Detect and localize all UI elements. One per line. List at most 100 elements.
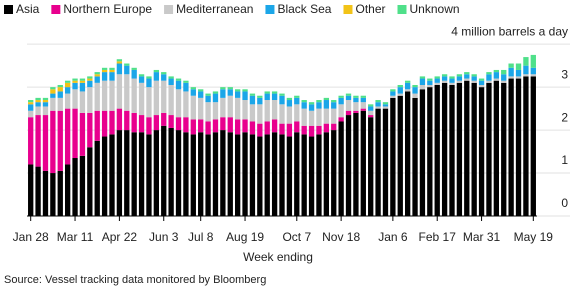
- bar-segment: [124, 63, 130, 66]
- bar-segment: [183, 80, 189, 83]
- bar-segment: [493, 80, 500, 217]
- bar-segment: [168, 76, 174, 79]
- bar-segment: [79, 112, 86, 156]
- bar-segment: [508, 78, 514, 216]
- bar-segment: [94, 140, 100, 216]
- bar-segment: [419, 78, 426, 85]
- bar-segment: [353, 112, 359, 216]
- bar-segment: [205, 121, 211, 135]
- bar-segment: [508, 76, 514, 79]
- bar-segment: [249, 121, 256, 135]
- bar-segment: [493, 72, 500, 79]
- bar-segment: [338, 104, 344, 118]
- bar-segment: [116, 61, 123, 64]
- bar-segment: [57, 110, 63, 171]
- bar-segment: [441, 82, 448, 216]
- bar-segment: [478, 80, 485, 85]
- bar-segment: [198, 91, 204, 98]
- bar-segment: [264, 93, 270, 101]
- bar-segment: [493, 69, 500, 73]
- bar-segment: [515, 69, 522, 77]
- bar-segment: [515, 76, 522, 79]
- bar-segment: [205, 134, 211, 216]
- bar-segment: [183, 91, 189, 118]
- bar-segment: [183, 132, 189, 216]
- bar-segment: [101, 72, 108, 81]
- bar-segment: [190, 89, 196, 96]
- bar-segment: [205, 93, 211, 96]
- bar-segment: [101, 136, 108, 216]
- bar-segment: [397, 93, 403, 96]
- bar-segment: [530, 76, 536, 216]
- bar-segment: [220, 89, 226, 98]
- bar-segment: [124, 74, 130, 111]
- bar-segment: [368, 104, 374, 107]
- x-tick-label: Oct 7: [282, 230, 311, 244]
- bar-segment: [515, 63, 522, 70]
- bar-segment: [153, 80, 160, 116]
- bar-segment: [478, 78, 485, 81]
- bar-segment: [286, 123, 293, 137]
- bar-segment: [227, 117, 233, 133]
- bar-segment: [331, 102, 337, 109]
- bar-segment: [486, 82, 492, 216]
- bar-segment: [412, 87, 418, 94]
- bar-segment: [153, 69, 160, 73]
- bar-segment: [382, 108, 389, 216]
- bar-segment: [360, 110, 366, 216]
- bar-segment: [286, 106, 293, 124]
- bar-segment: [168, 127, 174, 216]
- bar-segment: [441, 80, 448, 83]
- bar-segment: [316, 125, 322, 135]
- bar-segment: [375, 108, 381, 216]
- bar-segment: [64, 82, 71, 88]
- bar-segment: [456, 74, 463, 77]
- bar-segment: [382, 106, 389, 109]
- bar-segment: [72, 82, 78, 90]
- bar-segment: [316, 100, 322, 103]
- bar-segment: [205, 95, 211, 103]
- bar-segment: [101, 80, 108, 111]
- bar-segment: [79, 82, 86, 92]
- bar-segment: [212, 132, 219, 216]
- bar-segment: [87, 78, 93, 81]
- bar-segment: [161, 74, 167, 81]
- bar-segment: [57, 170, 63, 216]
- x-tick-label: Jul 8: [188, 230, 214, 244]
- bar-segment: [360, 95, 366, 98]
- bar-segment: [72, 108, 78, 159]
- bar-segment: [368, 110, 374, 116]
- bar-segment: [301, 100, 307, 103]
- legend-label: Other: [355, 2, 385, 16]
- bar-segment: [419, 76, 426, 79]
- x-tick-label: Feb 17: [419, 230, 457, 244]
- bar-segment: [87, 87, 93, 113]
- bar-segment: [50, 97, 56, 111]
- bar-segment: [109, 80, 115, 111]
- bar-segment: [530, 67, 536, 75]
- bar-segment: [286, 97, 293, 101]
- bar-segment: [323, 97, 330, 101]
- bar-segment: [331, 108, 337, 124]
- bar-segment: [161, 72, 167, 75]
- bar-segment: [464, 74, 470, 79]
- bar-segment: [286, 100, 293, 107]
- bar-segment: [368, 115, 374, 118]
- bar-segment: [523, 76, 529, 216]
- x-tick-label: Mar 31: [463, 230, 501, 244]
- bar-segment: [404, 80, 411, 83]
- bar-segment: [301, 102, 307, 109]
- bar-segment: [345, 100, 352, 111]
- bar-segment: [168, 84, 174, 116]
- bar-segment: [124, 130, 130, 216]
- bar-segment: [153, 72, 160, 81]
- bar-segment: [57, 97, 63, 111]
- bar-segment: [316, 102, 322, 109]
- bar-segment: [146, 87, 152, 118]
- bar-segment: [338, 95, 344, 98]
- bar-segment: [316, 108, 322, 126]
- bar-segment: [109, 72, 115, 81]
- bar-segment: [227, 132, 233, 216]
- bar-segment: [50, 173, 56, 216]
